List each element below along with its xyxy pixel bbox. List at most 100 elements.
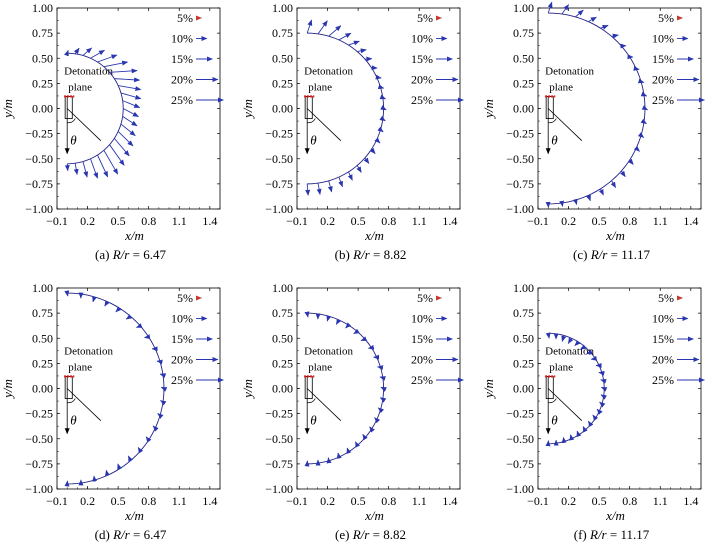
charge-outline [545, 376, 554, 399]
legend-label: 10% [411, 32, 433, 46]
legend-label: 10% [652, 32, 674, 46]
theta-label: θ [551, 133, 558, 148]
plot-frame [537, 7, 702, 210]
vector-arrow [575, 9, 584, 18]
y-axis-label: y/m [481, 379, 496, 400]
vector-arrow [97, 54, 118, 63]
caption-prefix: (d) [95, 527, 113, 542]
vector-arrow [367, 344, 375, 350]
vector-arrow [561, 4, 569, 15]
y-tick-label: 1.00 [513, 281, 534, 295]
vector-arrow [547, 1, 553, 14]
vector-arrow [598, 188, 604, 196]
plot-frame [296, 287, 461, 490]
y-tick-label: 1.00 [32, 1, 53, 15]
vector-arrow [380, 386, 387, 392]
vector-arrow [377, 407, 385, 414]
y-tick-label: 0.50 [513, 51, 534, 65]
x-tick-label: −0.1 [286, 494, 308, 508]
y-tick-label: 0.50 [272, 51, 293, 65]
vector-arrow [135, 323, 143, 328]
y-tick-label: −1.00 [25, 202, 53, 216]
legend-label: 25% [652, 93, 674, 107]
angle-ray [547, 388, 583, 421]
legend-label: 25% [171, 373, 193, 387]
legend-label: 5% [658, 11, 674, 25]
charge-outline [304, 96, 313, 119]
vector-arrow [574, 340, 581, 347]
vector-arrow [600, 386, 608, 392]
y-tick-label: −0.75 [506, 177, 534, 191]
vector-arrow [152, 425, 159, 432]
vector-arrow [561, 335, 567, 342]
caption-value: 11.17 [620, 527, 649, 542]
vector-arrow [338, 176, 343, 188]
panel-caption: (a) R/r = 6.47 [95, 247, 166, 262]
vector-arrow [144, 334, 151, 340]
vector-arrow [379, 397, 387, 403]
caption-variable: R/r [112, 527, 131, 542]
y-tick-label: 0.00 [32, 382, 53, 396]
y-tick-label: 0.75 [272, 26, 293, 40]
caption-variable: R/r [352, 527, 371, 542]
x-axis-label: x/m [124, 508, 144, 523]
vector-arrow [122, 100, 141, 109]
caption-value: 6.47 [144, 527, 167, 542]
vector-arrow [545, 332, 551, 339]
vector-arrow [355, 441, 361, 448]
plot-frame [56, 287, 221, 490]
y-tick-label: 0.25 [32, 356, 53, 370]
plane-label: plane [308, 361, 332, 373]
x-tick-label: 0.8 [381, 214, 396, 228]
legend-label: 5% [177, 11, 193, 25]
vector-arrow [600, 394, 608, 400]
detonation-label: Detonation [304, 65, 353, 77]
caption-equals: = [607, 247, 621, 262]
vector-arrow [90, 49, 105, 59]
vector-arrow [127, 455, 133, 462]
vector-arrow [567, 337, 574, 344]
detonation-label: Detonation [545, 345, 594, 357]
vector-arrow [306, 19, 313, 34]
vector-arrow [375, 74, 382, 80]
boundary-arc [307, 312, 385, 465]
y-tick-label: −0.75 [25, 177, 53, 191]
vector-arrow [600, 378, 607, 384]
x-tick-label: 0.5 [351, 214, 366, 228]
charge-outline [64, 96, 73, 119]
legend-label: 15% [171, 332, 193, 346]
vector-arrow [118, 85, 142, 92]
vector-arrow [600, 24, 609, 30]
angle-arc [67, 398, 76, 404]
x-tick-label: 0.8 [141, 214, 156, 228]
y-tick-label: 1.00 [272, 281, 293, 295]
angle-ray [66, 388, 102, 421]
x-tick-label: −0.1 [46, 494, 68, 508]
vector-arrow [316, 183, 322, 195]
y-tick-label: 0.50 [32, 331, 53, 345]
x-axis-label: x/m [364, 228, 384, 243]
chart-panel-f: 1.00 0.75 0.50 0.25 0.00 −0.25 −0.50 −0.75 −1.00… [481, 281, 705, 542]
vector-arrow [362, 433, 368, 441]
vector-arrow [120, 92, 142, 100]
legend-label: 25% [411, 93, 433, 107]
vector-arrow [304, 311, 310, 318]
vector-arrow [380, 105, 387, 111]
x-tick-label: 0.5 [351, 494, 366, 508]
caption-value: 8.82 [384, 247, 407, 262]
x-tick-label: 0.8 [381, 494, 396, 508]
x-tick-label: 1.4 [442, 494, 457, 508]
vector-arrow [160, 386, 168, 392]
charge-outline [545, 96, 554, 119]
vector-arrow [586, 349, 593, 355]
theta-label: θ [70, 133, 77, 148]
y-tick-label: −0.25 [506, 127, 534, 141]
y-tick-label: −0.50 [506, 152, 534, 166]
plot-frame [537, 287, 702, 490]
panel-caption: (c) R/r = 11.17 [573, 247, 650, 262]
y-tick-label: 0.25 [272, 356, 293, 370]
caption-prefix: (a) [95, 247, 113, 262]
x-tick-label: 1.4 [683, 214, 698, 228]
legend-label: 15% [652, 52, 674, 66]
